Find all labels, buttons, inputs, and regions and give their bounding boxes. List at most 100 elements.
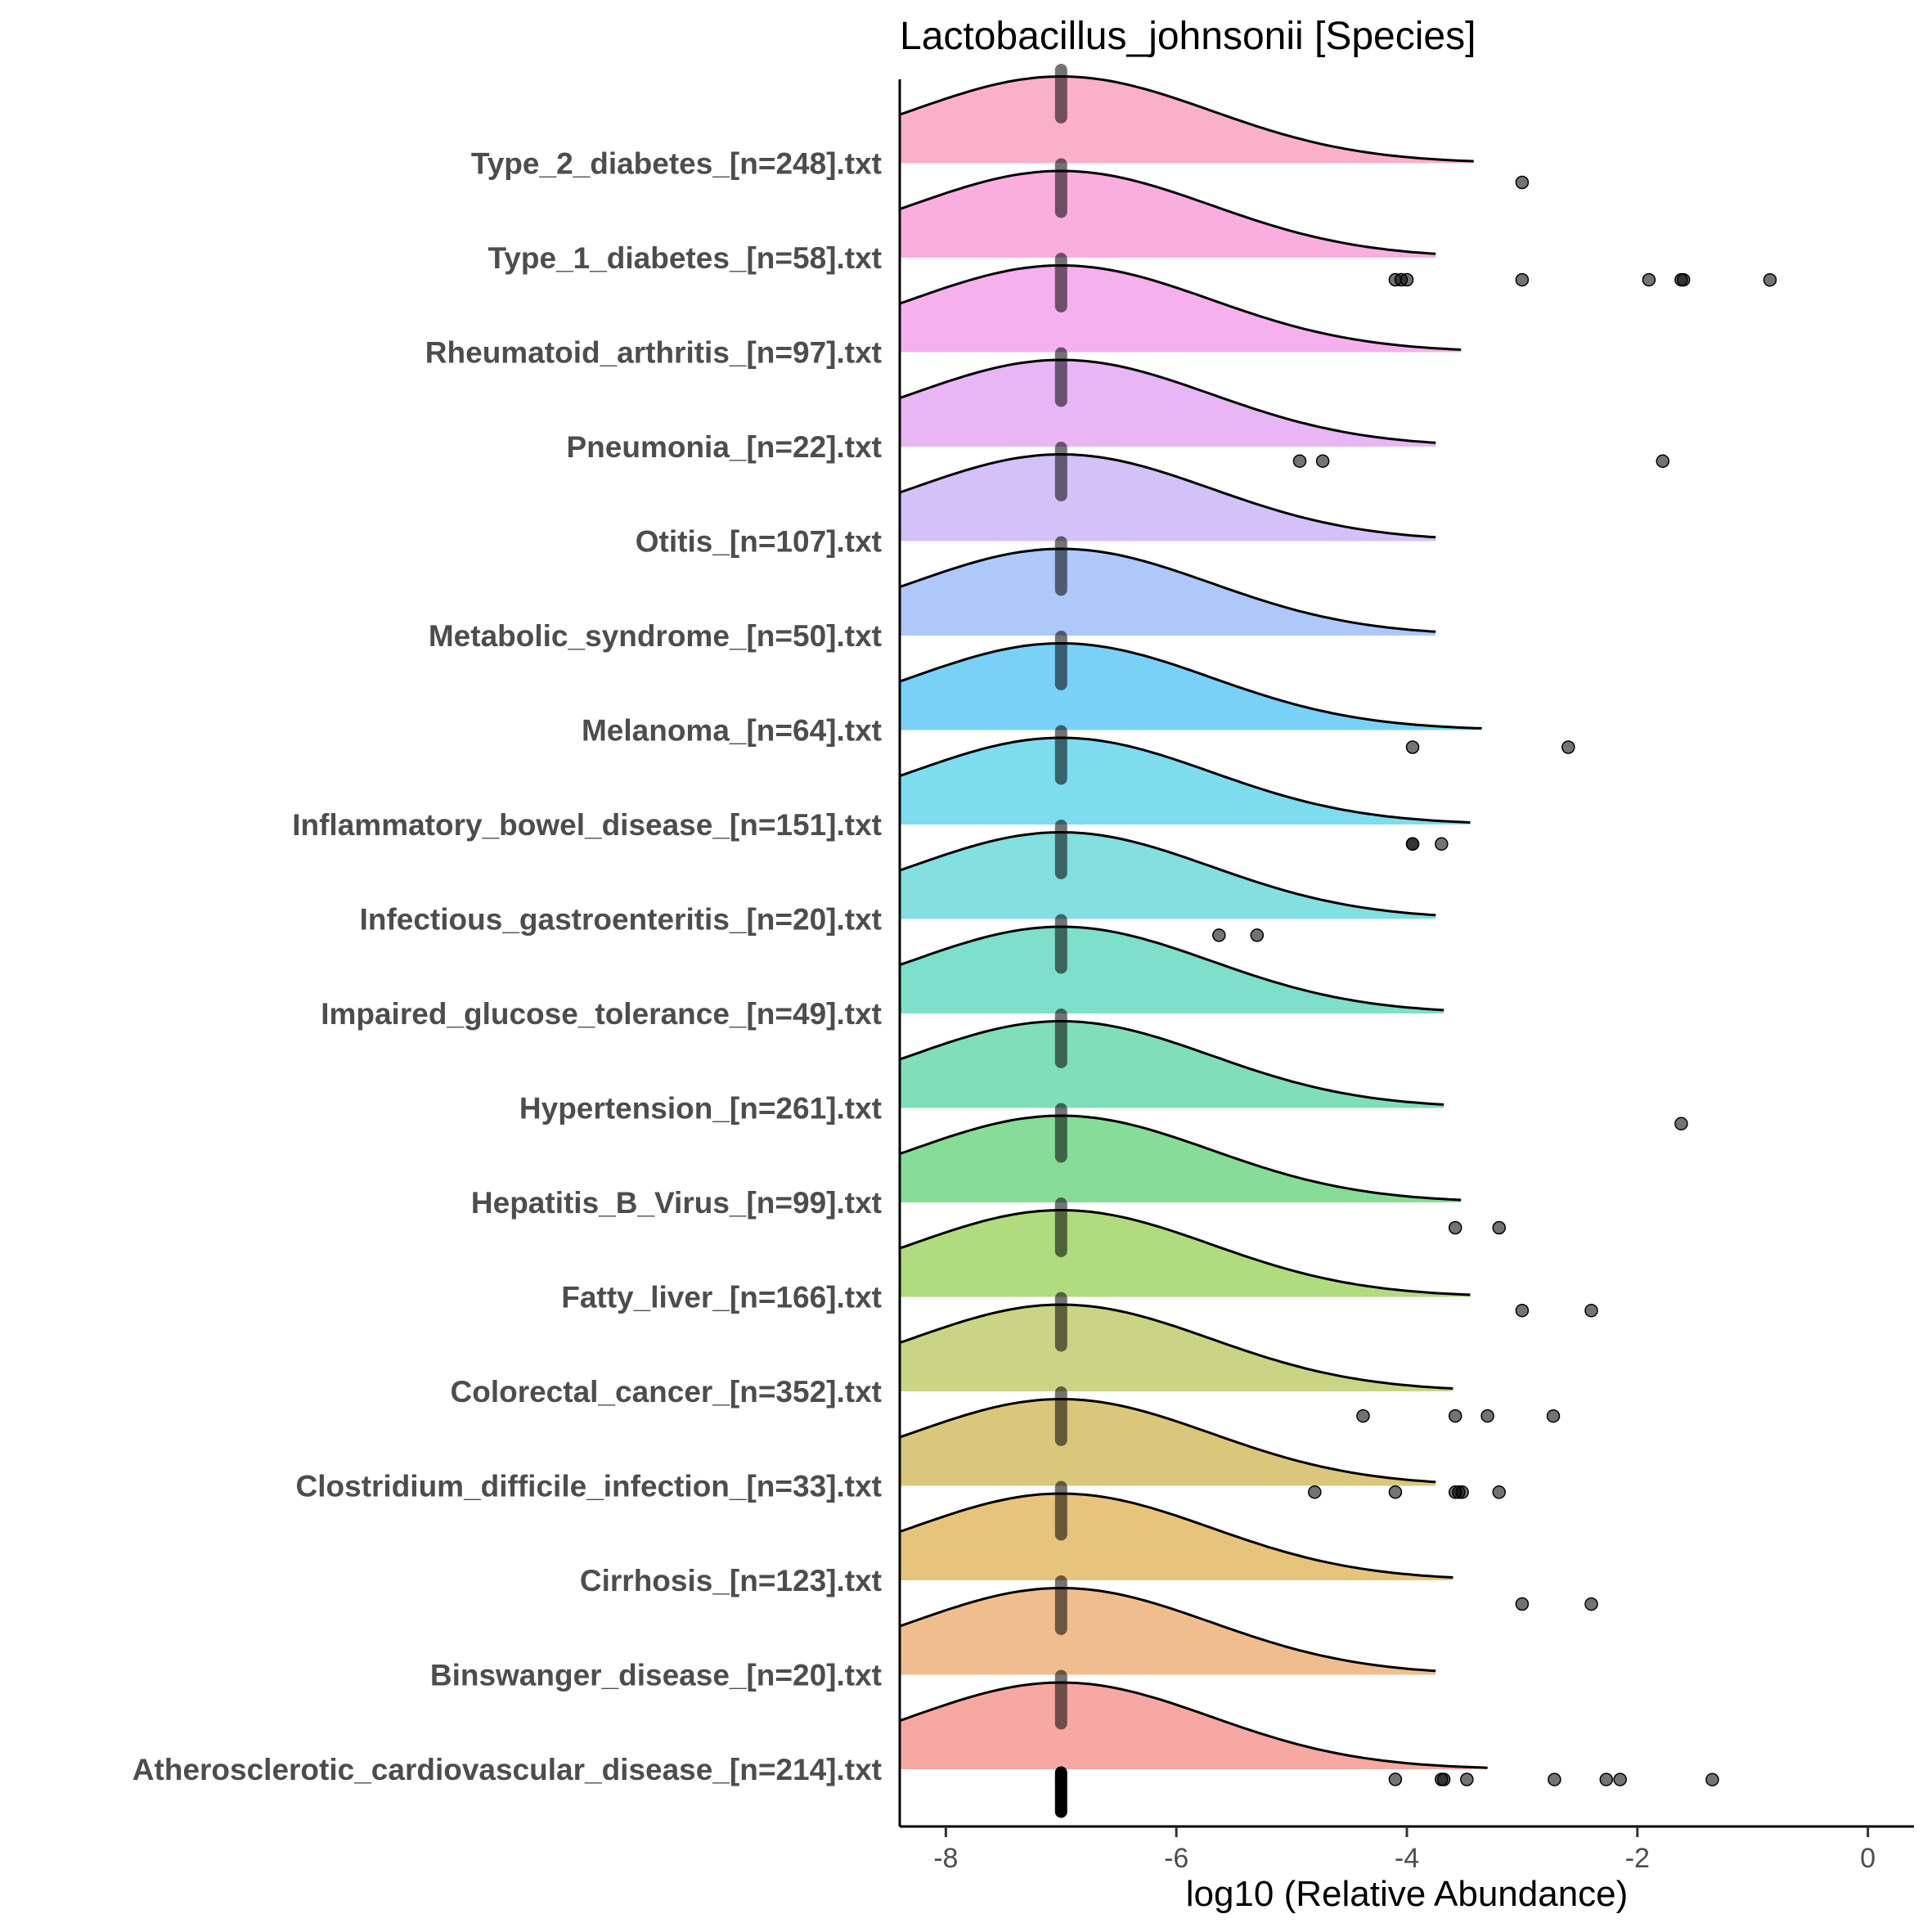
- outlier-point: [1561, 740, 1575, 754]
- outlier-point: [1676, 272, 1691, 287]
- ridge-fill-type-1-diabetes-n-58-txt: [900, 171, 1436, 258]
- ridge-line-metabolic-syndrome-n-50-txt: [899, 547, 1436, 633]
- outlier-point: [1405, 740, 1420, 754]
- x-tick-label: 0: [1860, 1843, 1876, 1874]
- outlier-point: [1763, 272, 1777, 287]
- outlier-point: [1212, 928, 1226, 942]
- x-tick-label: -2: [1625, 1843, 1650, 1874]
- outlier-point: [1492, 1485, 1506, 1499]
- outlier-point: [1642, 272, 1656, 287]
- outlier-point: [1515, 1597, 1530, 1611]
- ridge-fill-clostridium-difficile-infection-n-33-txt: [900, 1399, 1436, 1486]
- y-label-infectious-gastroenteritis-n-20-txt: Infectious_gastroenteritis_[n=20].txt: [360, 903, 882, 937]
- outlier-point: [1546, 1409, 1561, 1423]
- ridge-fill-otitis-n-107-txt: [900, 454, 1436, 541]
- outlier-point: [1455, 1485, 1469, 1499]
- ridge-line-melanoma-n-64-txt: [899, 641, 1482, 730]
- ridge-line-rheumatoid-arthritis-n-97-txt: [899, 263, 1462, 351]
- ridge-line-otitis-n-107-txt: [899, 452, 1436, 539]
- ridge-fill-binswanger-disease-n-20-txt: [900, 1588, 1436, 1675]
- ridge-fill-rheumatoid-arthritis-n-97-txt: [900, 265, 1462, 353]
- outlier-point: [1480, 1409, 1494, 1423]
- y-label-rheumatoid-arthritis-n-97-txt: Rheumatoid_arthritis_[n=97].txt: [425, 336, 882, 370]
- ridge-fill-metabolic-syndrome-n-50-txt: [900, 549, 1436, 636]
- ridge-fill-hepatitis-b-virus-n-99-txt: [900, 1116, 1462, 1202]
- ridge-fill-pneumonia-n-22-txt: [900, 360, 1436, 447]
- ridge-fill-hypertension-n-261-txt: [900, 1021, 1445, 1108]
- y-label-metabolic-syndrome-n-50-txt: Metabolic_syndrome_[n=50].txt: [429, 619, 882, 653]
- y-label-hypertension-n-261-txt: Hypertension_[n=261].txt: [519, 1092, 882, 1126]
- y-axis-labels: Type_2_diabetes_[n=248].txt Type_1_diabet…: [133, 147, 882, 1787]
- y-label-cirrhosis-n-123-txt: Cirrhosis_[n=123].txt: [580, 1564, 882, 1597]
- ridges-layer: [899, 75, 1488, 1769]
- y-label-hepatitis-b-virus-n-99-txt: Hepatitis_B_Virus_[n=99].txt: [471, 1186, 882, 1220]
- ridge-fill-inflammatory-bowel-disease-n-151-txt: [900, 738, 1471, 824]
- outlier-point: [1436, 1772, 1451, 1786]
- ridge-fill-type-2-diabetes-n-248-txt: [900, 76, 1474, 164]
- outlier-point: [1400, 272, 1414, 287]
- ridge-line-fatty-liver-n-166-txt: [899, 1209, 1471, 1296]
- y-label-inflammatory-bowel-disease-n-151-txt: Inflammatory_bowel_disease_[n=151].txt: [292, 808, 882, 842]
- outlier-point: [1292, 454, 1307, 468]
- outlier-point: [1613, 1772, 1627, 1786]
- x-axis-label: log10 (Relative Abundance): [1186, 1874, 1629, 1914]
- outlier-point: [1250, 928, 1265, 942]
- y-label-type-2-diabetes-n-248-txt: Type_2_diabetes_[n=248].txt: [471, 147, 882, 181]
- ridge-line-cirrhosis-n-123-txt: [899, 1492, 1453, 1579]
- outlier-point: [1388, 1772, 1403, 1786]
- ridge-line-atherosclerotic-cardiovascular-disease-n-214-txt: [899, 1681, 1488, 1769]
- ridge-line-impaired-glucose-tolerance-n-49-txt: [899, 925, 1445, 1012]
- outlier-point: [1656, 454, 1670, 469]
- ridge-fill-cirrhosis-n-123-txt: [900, 1494, 1453, 1580]
- outlier-point: [1674, 1117, 1688, 1131]
- outlier-point: [1448, 1409, 1462, 1423]
- outlier-point: [1515, 1303, 1530, 1318]
- y-label-fatty-liver-n-166-txt: Fatty_liver_[n=166].txt: [561, 1281, 882, 1314]
- ridge-fill-melanoma-n-64-txt: [900, 643, 1482, 730]
- ridge-fill-infectious-gastroenteritis-n-20-txt: [900, 832, 1436, 919]
- outlier-point: [1405, 837, 1420, 851]
- ridge-line-hepatitis-b-virus-n-99-txt: [899, 1114, 1462, 1202]
- ridge-line-colorectal-cancer-n-352-txt: [899, 1303, 1453, 1390]
- outlier-point: [1584, 1597, 1598, 1611]
- ridge-line-hypertension-n-261-txt: [899, 1020, 1445, 1106]
- y-label-binswanger-disease-n-20-txt: Binswanger_disease_[n=20].txt: [430, 1659, 882, 1692]
- x-axis-ticks: -8 -6 -4 -2 0: [933, 1826, 1876, 1874]
- y-label-atherosclerotic-cardiovascular-disease-n-214-txt: Atherosclerotic_cardiovascular_disease_[…: [133, 1753, 882, 1786]
- outlier-point: [1515, 272, 1530, 287]
- outlier-point: [1584, 1304, 1598, 1318]
- ridge-line-inflammatory-bowel-disease-n-151-txt: [899, 736, 1471, 824]
- ridge-line-clostridium-difficile-infection-n-33-txt: [899, 1397, 1436, 1484]
- outlier-point: [1599, 1772, 1614, 1786]
- ridge-fill-impaired-glucose-tolerance-n-49-txt: [900, 927, 1445, 1013]
- ridge-line-type-1-diabetes-n-58-txt: [899, 169, 1436, 255]
- y-label-impaired-glucose-tolerance-n-49-txt: Impaired_glucose_tolerance_[n=49].txt: [321, 997, 882, 1031]
- chart-title: Lactobacillus_johnsonii [Species]: [900, 15, 1476, 58]
- ridge-line-pneumonia-n-22-txt: [899, 358, 1436, 444]
- outlier-point: [1448, 1220, 1462, 1235]
- x-tick-label: -8: [933, 1843, 958, 1874]
- outlier-point: [1356, 1409, 1370, 1423]
- outlier-point: [1315, 454, 1330, 468]
- outlier-point: [1492, 1220, 1506, 1235]
- outlier-points-layer: [1212, 175, 1777, 1786]
- ridge-line-infectious-gastroenteritis-n-20-txt: [899, 830, 1436, 917]
- y-label-melanoma-n-64-txt: Melanoma_[n=64].txt: [582, 714, 882, 748]
- outlier-point: [1460, 1772, 1474, 1786]
- ridge-line-type-2-diabetes-n-248-txt: [899, 75, 1474, 163]
- y-label-type-1-diabetes-n-58-txt: Type_1_diabetes_[n=58].txt: [487, 241, 882, 275]
- y-label-pneumonia-n-22-txt: Pneumonia_[n=22].txt: [566, 430, 882, 464]
- ridge-line-binswanger-disease-n-20-txt: [899, 1586, 1436, 1673]
- y-label-otitis-n-107-txt: Otitis_[n=107].txt: [636, 525, 882, 559]
- ridge-fill-fatty-liver-n-166-txt: [900, 1210, 1471, 1297]
- ridge-fill-atherosclerotic-cardiovascular-disease-n-214-txt: [900, 1683, 1488, 1769]
- outlier-point: [1435, 837, 1449, 851]
- x-tick-label: -4: [1395, 1843, 1419, 1874]
- outlier-point: [1705, 1772, 1719, 1786]
- x-tick-label: -6: [1164, 1843, 1188, 1874]
- y-label-colorectal-cancer-n-352-txt: Colorectal_cancer_[n=352].txt: [451, 1375, 883, 1409]
- ridge-fill-colorectal-cancer-n-352-txt: [900, 1305, 1453, 1391]
- outlier-point: [1548, 1772, 1561, 1786]
- outlier-point: [1308, 1485, 1322, 1499]
